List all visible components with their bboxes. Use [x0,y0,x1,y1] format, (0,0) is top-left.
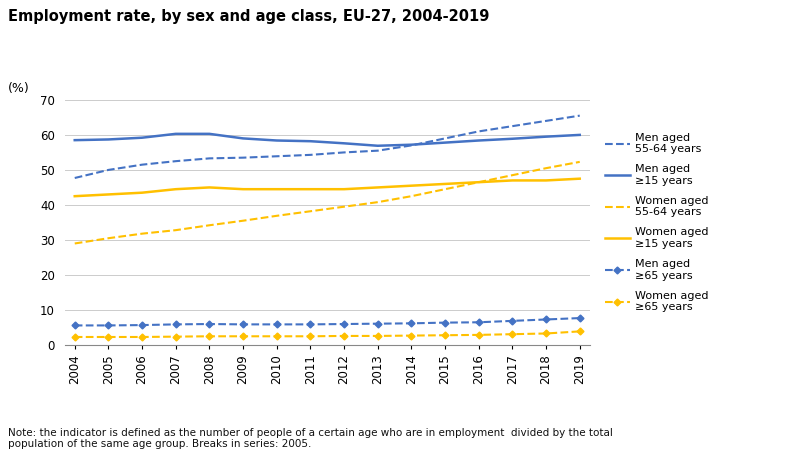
Text: Employment rate, by sex and age class, EU-27, 2004-2019: Employment rate, by sex and age class, E… [8,9,490,24]
Text: Note: the indicator is defined as the number of people of a certain age who are : Note: the indicator is defined as the nu… [8,428,613,449]
Legend: Men aged
55-64 years, Men aged
≥15 years, Women aged
55-64 years, Women aged
≥15: Men aged 55-64 years, Men aged ≥15 years… [600,128,713,317]
Text: (%): (%) [8,82,30,95]
